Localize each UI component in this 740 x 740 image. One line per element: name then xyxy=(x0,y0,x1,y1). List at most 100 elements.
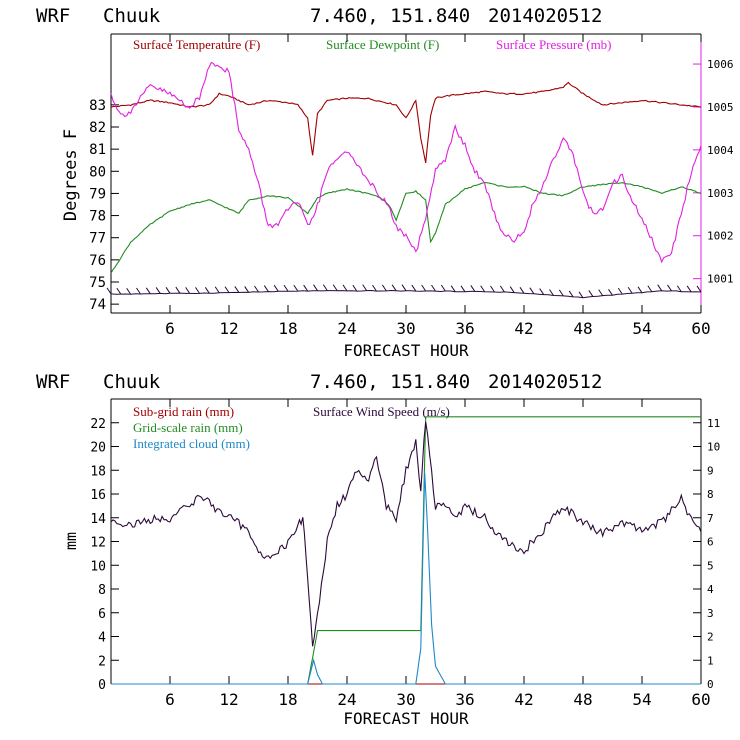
wind-barb xyxy=(686,285,692,293)
x-tick-label: 18 xyxy=(278,690,297,709)
wind-barb xyxy=(509,286,515,293)
legend-entry: Surface Dewpoint (F) xyxy=(326,37,439,52)
wind-barb xyxy=(588,290,594,297)
wind-barb xyxy=(549,289,554,296)
y-tick-label: 83 xyxy=(89,98,106,114)
y-tick-label: 4 xyxy=(98,631,106,646)
wind-barb xyxy=(342,284,348,292)
wind-barb xyxy=(460,285,466,293)
wind-barb xyxy=(381,284,387,292)
wind-barb xyxy=(155,287,161,294)
wind-barb xyxy=(499,285,505,293)
wind-barb xyxy=(372,284,377,292)
y-tick-label: 81 xyxy=(89,142,106,158)
y2-tick-label: 1001 xyxy=(707,273,734,286)
wind-barb xyxy=(676,285,682,293)
y-tick-label: 82 xyxy=(89,120,106,136)
wind-barb xyxy=(480,285,486,293)
wind-barb xyxy=(185,287,191,294)
y-tick-label: 78 xyxy=(89,209,106,225)
y2-tick-label: 8 xyxy=(707,488,714,501)
series-line-2 xyxy=(111,472,701,685)
wind-barb xyxy=(431,284,436,292)
wind-barb xyxy=(440,284,446,292)
x-tick-label: 36 xyxy=(455,319,474,338)
wind-barb xyxy=(254,285,259,293)
chart2-xlabel: FORECAST HOUR xyxy=(343,709,469,728)
y-tick-label: 0 xyxy=(98,678,106,693)
chart2-date: 2014020512 xyxy=(488,371,602,393)
wind-barb xyxy=(263,285,269,292)
legend-entry: Sub-grid rain (mm) xyxy=(133,404,234,419)
wind-barb xyxy=(116,287,122,295)
y2-tick-label: 7 xyxy=(707,512,714,525)
chart2-model: WRF xyxy=(36,371,70,393)
chart2-coords: 7.460, 151.840 xyxy=(310,371,470,393)
wind-barb xyxy=(313,284,318,291)
y2-tick-label: 10 xyxy=(707,441,720,454)
series-line-2 xyxy=(110,61,702,264)
x-tick-label: 18 xyxy=(278,319,297,338)
wind-barb xyxy=(578,291,584,299)
wind-barb xyxy=(657,284,663,291)
wind-barb xyxy=(234,286,240,293)
legend-entry: Surface Pressure (mb) xyxy=(496,37,612,52)
x-tick-label: 36 xyxy=(455,690,474,709)
wind-barb xyxy=(165,287,171,294)
x-tick-label: 24 xyxy=(337,690,356,709)
legend-entry: Grid-scale rain (mm) xyxy=(133,420,243,435)
y2-tick-label: 1005 xyxy=(707,101,734,114)
chart1-station: Chuuk xyxy=(103,5,161,27)
legend-entry: Integrated cloud (mm) xyxy=(133,436,250,451)
wind-barb xyxy=(106,287,112,295)
legend-entry: Surface Temperature (F) xyxy=(133,37,260,52)
series-line-1 xyxy=(111,416,701,685)
wind-barb xyxy=(244,286,250,293)
y-tick-label: 2 xyxy=(98,654,106,669)
wind-barb-baseline xyxy=(110,289,702,299)
y-tick-label: 8 xyxy=(98,583,106,598)
y-tick-label: 6 xyxy=(98,607,106,622)
y-tick-label: 75 xyxy=(89,275,106,291)
wind-barb xyxy=(145,287,151,295)
wind-barb xyxy=(352,284,358,292)
y-tick-label: 10 xyxy=(90,559,106,574)
chart1-model: WRF xyxy=(36,5,70,27)
wind-barb xyxy=(539,288,545,295)
wind-barb xyxy=(647,285,653,293)
wind-barb xyxy=(568,290,574,298)
wind-barb xyxy=(293,284,299,292)
wind-barb xyxy=(214,286,220,294)
y-tick-label: 20 xyxy=(90,441,106,456)
wind-barb xyxy=(175,286,181,294)
x-tick-label: 42 xyxy=(514,690,533,709)
wind-barb xyxy=(490,285,495,293)
wind-barb xyxy=(273,284,279,292)
y2-tick-label: 4 xyxy=(707,583,714,596)
y-tick-label: 16 xyxy=(90,488,106,503)
wind-barb xyxy=(391,284,397,292)
y2-tick-label: 3 xyxy=(707,607,714,620)
wind-barb xyxy=(411,284,417,292)
chart1-header: WRF Chuuk 7.460, 151.840 2014020512 xyxy=(36,5,602,27)
x-tick-label: 12 xyxy=(219,690,238,709)
y-tick-label: 22 xyxy=(90,417,106,432)
series-line-1 xyxy=(110,181,702,274)
y2-tick-label: 9 xyxy=(707,464,714,477)
y2-tick-label: 1002 xyxy=(707,230,734,243)
x-tick-label: 12 xyxy=(219,319,238,338)
wind-barb xyxy=(322,284,328,291)
wind-barb xyxy=(667,284,672,292)
wind-barb xyxy=(529,287,535,294)
y2-tick-label: 2 xyxy=(707,631,714,644)
x-tick-label: 24 xyxy=(337,319,356,338)
y-tick-label: 76 xyxy=(89,253,106,269)
wind-barb xyxy=(283,284,289,292)
chart1-ylabel: Degrees F xyxy=(61,129,81,221)
wind-barb xyxy=(126,287,132,295)
wind-barb xyxy=(204,287,210,294)
wind-barb xyxy=(362,284,368,291)
y2-tick-label: 5 xyxy=(707,559,714,572)
y-tick-label: 18 xyxy=(90,464,106,479)
wind-barb xyxy=(450,285,456,292)
